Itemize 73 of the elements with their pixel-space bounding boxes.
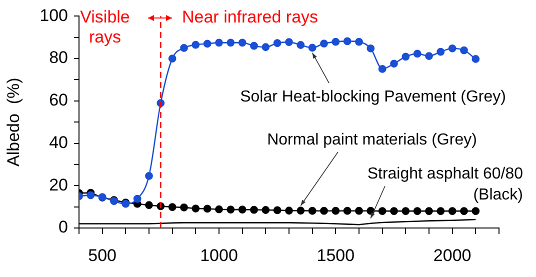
point (332, 206, 340, 215)
point (320, 40, 328, 48)
point (448, 207, 456, 216)
point (402, 207, 410, 216)
point (262, 206, 270, 214)
annotation: Visible rays (80, 8, 130, 47)
point (296, 206, 305, 215)
point (425, 52, 433, 60)
y-axis-title: Albedo (%) (4, 78, 23, 167)
annotation: Near infrared rays (182, 8, 318, 27)
point (448, 44, 456, 52)
point (273, 39, 282, 48)
y-tick-label: 40 (49, 132, 68, 152)
point (402, 52, 410, 61)
point (472, 55, 480, 63)
point (472, 207, 480, 216)
point (250, 206, 258, 214)
point (180, 44, 188, 52)
point (343, 206, 352, 215)
point (285, 38, 293, 46)
point (226, 206, 235, 214)
point (180, 204, 188, 212)
x-tick-label: 1500 (316, 246, 355, 265)
y-tick-label: 100 (40, 6, 68, 25)
point (460, 207, 468, 216)
point (296, 41, 305, 49)
y-tick-label: 80 (49, 48, 68, 68)
point (215, 38, 223, 47)
point (343, 37, 352, 46)
series-label: Solar Heat-blocking Pavement (Grey) (240, 88, 506, 106)
point (320, 206, 328, 215)
y-tick-label: 0 (58, 218, 68, 237)
point (226, 38, 235, 47)
point (250, 42, 258, 50)
x-tick-label: 1000 (200, 246, 238, 265)
point (273, 206, 282, 214)
point (355, 38, 363, 46)
point (285, 206, 293, 215)
point (145, 201, 153, 210)
point (238, 206, 246, 214)
point (262, 43, 270, 52)
point (203, 40, 212, 48)
point (366, 44, 375, 52)
series-label: Straight asphalt 60/80 (Black) (367, 165, 524, 204)
point (390, 207, 398, 216)
point (203, 204, 212, 213)
point (425, 207, 433, 216)
x-tick-label: 2000 (433, 246, 472, 265)
point (378, 207, 386, 216)
point (436, 48, 445, 56)
point (355, 206, 363, 215)
point (413, 207, 422, 216)
point (238, 38, 246, 47)
point (332, 38, 340, 46)
point (145, 172, 153, 180)
point (192, 204, 200, 212)
point (168, 203, 176, 211)
point (436, 207, 445, 216)
point (308, 44, 316, 52)
point (308, 206, 316, 215)
point (413, 50, 422, 58)
y-tick-label: 20 (49, 175, 68, 194)
point (378, 64, 386, 73)
point (192, 40, 200, 49)
point (390, 60, 398, 68)
point (215, 205, 223, 214)
x-tick-label: 500 (88, 246, 117, 265)
point (133, 194, 142, 203)
point (168, 54, 176, 63)
point (86, 191, 95, 200)
y-tick-label: 60 (49, 90, 68, 110)
point (460, 46, 468, 54)
text: Normal paint materials (Grey) (267, 131, 477, 148)
